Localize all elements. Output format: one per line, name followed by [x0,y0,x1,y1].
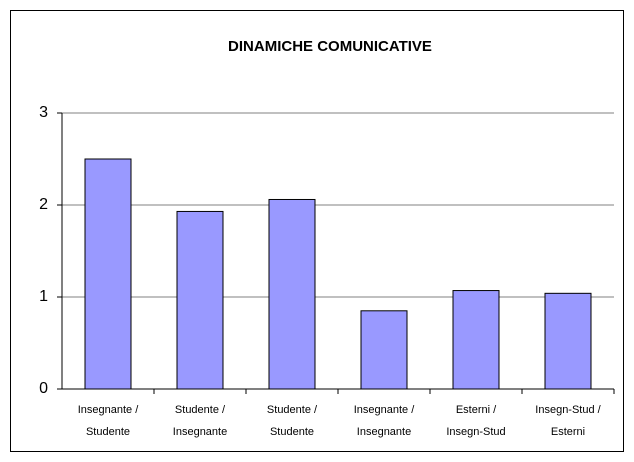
bar [544,292,592,390]
y-tick-label: 1 [39,288,48,305]
bar [452,290,500,390]
x-tick-label: Insegn-Stud / [535,404,601,416]
x-tick-label: Esterni / [456,404,497,416]
x-tick-label: Insegnante [173,426,227,438]
x-tick-label: Insegn-Stud [446,426,505,438]
x-tick-label: Studente / [175,404,226,416]
x-tick-label: Studente [270,426,314,438]
x-tick-label: Esterni [551,426,585,438]
bar [176,210,224,390]
bar [268,198,316,390]
x-tick-label: Insegnante / [354,404,415,416]
x-tick-label: Insegnante / [78,404,139,416]
bar [360,310,408,390]
x-tick-label: Studente [86,426,130,438]
x-tick-label: Studente / [267,404,318,416]
y-tick-label: 0 [39,380,48,397]
chart-title: DINAMICHE COMUNICATIVE [228,38,432,55]
y-tick-label: 3 [39,104,48,121]
y-tick-label: 2 [39,196,48,213]
bar [84,158,132,390]
x-tick-label: Insegnante [357,426,411,438]
